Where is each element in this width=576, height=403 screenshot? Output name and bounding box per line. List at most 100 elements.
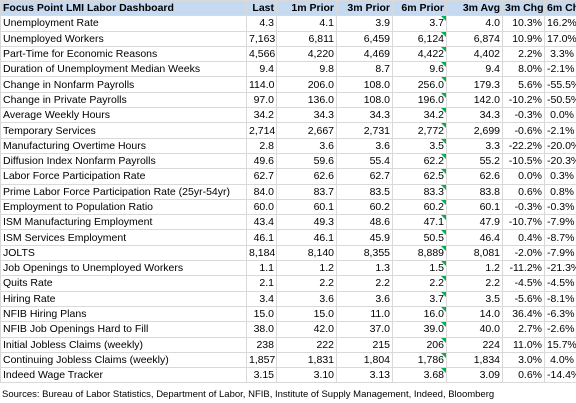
cell: 8,140 bbox=[276, 244, 337, 262]
cell: 238 bbox=[246, 336, 277, 353]
cell: 2.1 bbox=[246, 275, 277, 292]
cell: -0.3% bbox=[502, 198, 545, 216]
cell: 224 bbox=[446, 336, 503, 353]
cell: 49.3 bbox=[276, 214, 337, 231]
cell: -21.3% bbox=[544, 260, 576, 277]
cell: -0.3% bbox=[544, 198, 576, 216]
cell: 84.0 bbox=[246, 183, 277, 200]
cell: 4.1 bbox=[276, 15, 337, 32]
row-label: Initial Jobless Claims (weekly) bbox=[0, 336, 247, 353]
row-label: Hiring Rate bbox=[0, 290, 247, 307]
cell: 6,874 bbox=[446, 30, 503, 47]
cell: 9.4 bbox=[446, 61, 503, 78]
cell: 3.6 bbox=[336, 137, 393, 154]
row-label: Continuing Jobless Claims (weekly) bbox=[0, 351, 247, 369]
cell: 34.3 bbox=[336, 107, 393, 124]
cell: 1.2 bbox=[446, 260, 503, 277]
cell: 1.5 bbox=[392, 260, 447, 277]
cell: 0.3% bbox=[544, 168, 576, 185]
title: Focus Point LMI Labor Dashboard bbox=[0, 0, 247, 17]
cell: 179.3 bbox=[446, 76, 503, 93]
cell: -10.7% bbox=[502, 214, 545, 231]
cell: 14.0 bbox=[446, 305, 503, 323]
cell: 42.0 bbox=[276, 321, 337, 338]
cell: 2.8 bbox=[246, 137, 277, 154]
cell: 62.7 bbox=[336, 168, 393, 185]
cell: 3.7 bbox=[392, 15, 447, 32]
table-row: NFIB Hiring Plans 15.0 15.0 11.0 16.0 14.0 36.… bbox=[0, 305, 576, 323]
cell: 60.2 bbox=[392, 198, 447, 216]
cell: 62.6 bbox=[276, 168, 337, 185]
row-label: Change in Nonfarm Payrolls bbox=[0, 76, 247, 93]
cell: 206.0 bbox=[276, 76, 337, 93]
cell: 8.7 bbox=[336, 61, 393, 78]
cell: 60.1 bbox=[446, 198, 503, 216]
cell: 8,889 bbox=[392, 244, 447, 262]
cell: -50.5% bbox=[544, 91, 576, 109]
cell: 55.4 bbox=[336, 152, 393, 170]
column-header: 1m Prior bbox=[276, 0, 337, 17]
cell: 3.9 bbox=[336, 15, 393, 32]
cell: -2.1% bbox=[544, 122, 576, 139]
cell: 47.9 bbox=[446, 214, 503, 231]
cell: 3.13 bbox=[336, 367, 393, 384]
row-label: Temporary Services bbox=[0, 122, 247, 139]
cell: 1.1 bbox=[246, 260, 277, 277]
cell: 1,831 bbox=[276, 351, 337, 369]
column-header: 3m Avg bbox=[446, 0, 503, 17]
cell: 2,699 bbox=[446, 122, 503, 139]
table-row: Unemployed Workers 7,163 6,811 6,459 6,124 6,… bbox=[0, 30, 576, 47]
source-note: Sources: Bureau of Labor Statistics, Dep… bbox=[2, 389, 495, 401]
row-label: Labor Force Participation Rate bbox=[0, 168, 247, 185]
cell: 1,834 bbox=[446, 351, 503, 369]
cell: 0.8% bbox=[544, 183, 576, 200]
table-row: Labor Force Participation Rate 62.7 62.6 62… bbox=[0, 168, 576, 185]
column-header: 6m Prior bbox=[392, 0, 447, 17]
cell: -0.3% bbox=[502, 107, 545, 124]
cell: 3.3 bbox=[446, 137, 503, 154]
cell: 8,184 bbox=[246, 244, 277, 262]
table-row: Continuing Jobless Claims (weekly) 1,857 1… bbox=[0, 351, 576, 369]
table-row: Quits Rate 2.1 2.2 2.2 2.2 2.2 -4.5% -4.5% bbox=[0, 275, 576, 292]
row-label: JOLTS bbox=[0, 244, 247, 262]
table-row: Change in Nonfarm Payrolls 114.0 206.0 108.… bbox=[0, 76, 576, 93]
cell: 10.9% bbox=[502, 30, 545, 47]
cell: -14.4% bbox=[544, 367, 576, 384]
column-header: 6m Chg bbox=[544, 0, 576, 17]
row-label: Indeed Wage Tracker bbox=[0, 367, 247, 384]
cell: 114.0 bbox=[246, 76, 277, 93]
cell: 3.6 bbox=[336, 290, 393, 307]
cell: 3.6 bbox=[276, 290, 337, 307]
cell: 11.0% bbox=[502, 336, 545, 353]
cell: 50.5 bbox=[392, 229, 447, 246]
cell: 0.6% bbox=[502, 183, 545, 200]
cell: 2.2 bbox=[336, 275, 393, 292]
cell: 9.6 bbox=[392, 61, 447, 78]
cell: -10.2% bbox=[502, 91, 545, 109]
cell: 4.3 bbox=[246, 15, 277, 32]
table-row: Employment to Population Ratio 60.0 60.1 60… bbox=[0, 198, 576, 216]
cell: 83.5 bbox=[336, 183, 393, 200]
cell: 2,714 bbox=[246, 122, 277, 139]
cell: 2,772 bbox=[392, 122, 447, 139]
cell: 8.0% bbox=[502, 61, 545, 78]
cell: 3.09 bbox=[446, 367, 503, 384]
table-row: ISM Services Employment 46.1 46.1 45.9 50.5 4… bbox=[0, 229, 576, 246]
cell: -20.3% bbox=[544, 152, 576, 170]
cell: 2.2 bbox=[446, 275, 503, 292]
cell: 83.3 bbox=[392, 183, 447, 200]
cell: 136.0 bbox=[276, 91, 337, 109]
cell: 222 bbox=[276, 336, 337, 353]
cell: 15.0 bbox=[246, 305, 277, 323]
cell: 1,804 bbox=[336, 351, 393, 369]
cell: 10.3% bbox=[502, 15, 545, 32]
table-row: Indeed Wage Tracker 3.15 3.10 3.13 3.68 3.09 0… bbox=[0, 367, 576, 384]
row-label: Manufacturing Overtime Hours bbox=[0, 137, 247, 154]
dashboard-table: Focus Point LMI Labor Dashboard Last 1m P… bbox=[0, 0, 576, 384]
cell: -20.0% bbox=[544, 137, 576, 154]
table-row: JOLTS 8,184 8,140 8,355 8,889 8,081 -2.0% -7.9% bbox=[0, 244, 576, 262]
cell: -2.1% bbox=[544, 61, 576, 78]
cell: 60.1 bbox=[276, 198, 337, 216]
cell: 0.4% bbox=[502, 229, 545, 246]
